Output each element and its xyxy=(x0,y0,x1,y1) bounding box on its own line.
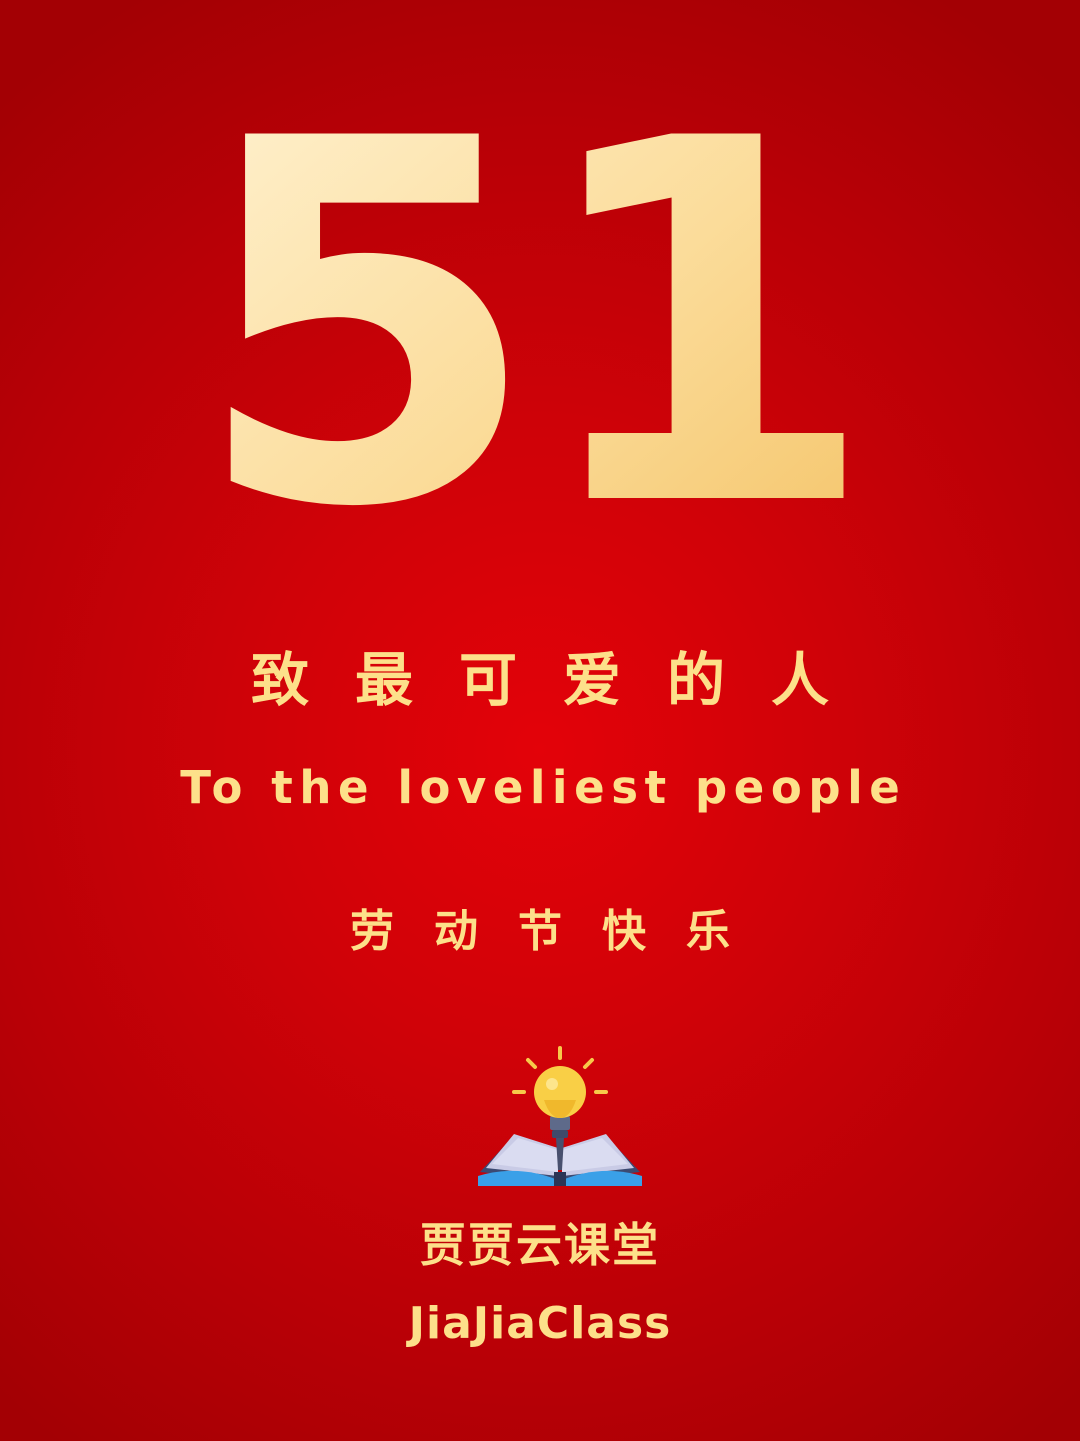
tagline-english: To the loveliest people xyxy=(180,761,907,814)
brand-name-chinese: 贾贾云课堂 xyxy=(420,1218,660,1272)
big-number-51: 51 xyxy=(0,110,1080,530)
big-number-text: 51 xyxy=(192,110,868,530)
holiday-greeting: 劳动节快乐 xyxy=(350,906,770,957)
tagline-chinese: 致最可爱的人 xyxy=(250,646,875,714)
brand-name-english: JiaJiaClass xyxy=(408,1298,672,1349)
lightbulb-book-icon xyxy=(470,1040,650,1190)
